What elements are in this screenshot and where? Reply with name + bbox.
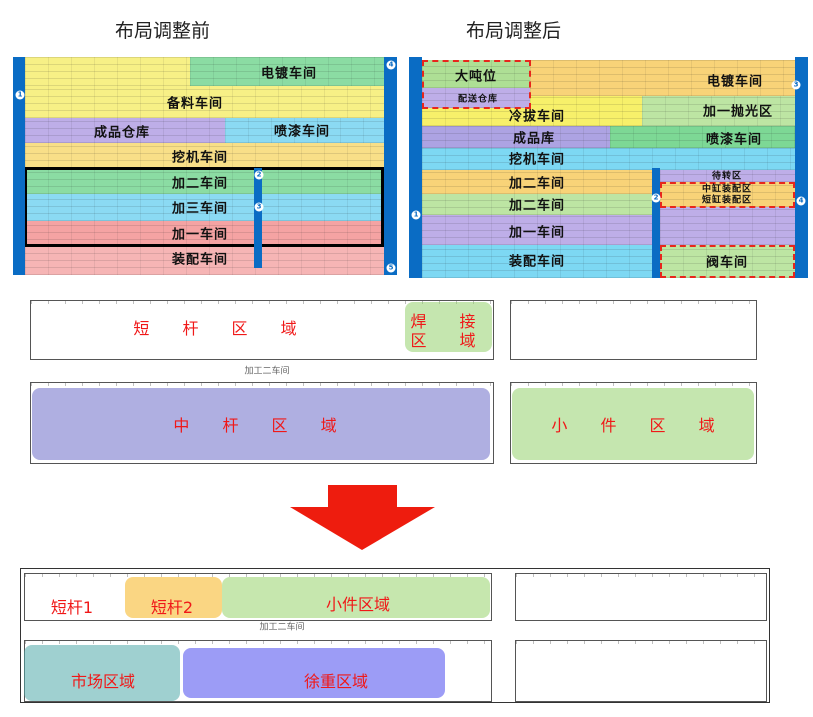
label: 电镀车间 bbox=[706, 74, 764, 90]
marker: 4 bbox=[796, 196, 806, 206]
zone-distribution-warehouse bbox=[422, 88, 530, 108]
hall-label: 加工二车间 bbox=[259, 622, 305, 633]
label: 备料车间 bbox=[166, 96, 224, 112]
area-label: 焊 接 bbox=[410, 312, 490, 331]
zone-electroplating bbox=[530, 60, 795, 96]
aisle-middle bbox=[254, 168, 262, 268]
area-label: 徐重区域 bbox=[303, 672, 369, 691]
area-label: 短 杆 区 域 bbox=[133, 319, 311, 338]
zone-assembly bbox=[25, 247, 384, 275]
zone-machining-2 bbox=[422, 170, 652, 194]
area-small-parts bbox=[222, 577, 490, 618]
zone-valve bbox=[660, 245, 795, 278]
bay-lower-right bbox=[515, 640, 767, 702]
zone-cold-drawing bbox=[530, 96, 642, 126]
area-medium-rod bbox=[32, 388, 490, 460]
down-arrow-icon bbox=[290, 485, 435, 550]
title-after: 布局调整后 bbox=[466, 20, 562, 42]
area-label: 中 杆 区 域 bbox=[173, 416, 351, 435]
area-label: 小件区域 bbox=[325, 595, 391, 614]
label: 成品仓库 bbox=[93, 125, 151, 141]
dashed-box bbox=[660, 182, 795, 208]
title-before: 布局调整前 bbox=[115, 20, 211, 42]
marker: 2 bbox=[651, 193, 661, 203]
marker: 3 bbox=[254, 202, 264, 212]
aisle-middle bbox=[652, 168, 660, 278]
area-market bbox=[24, 645, 180, 701]
area-short-rod-2 bbox=[125, 577, 222, 618]
zone-machining-1 bbox=[422, 215, 652, 245]
label: 装配车间 bbox=[171, 252, 229, 268]
zone-machining-2 bbox=[25, 168, 384, 194]
label: 喷漆车间 bbox=[273, 124, 331, 140]
zone-painting bbox=[225, 118, 384, 143]
label: 喷漆车间 bbox=[705, 132, 763, 148]
zone-top-left bbox=[25, 57, 190, 86]
marker: 3 bbox=[791, 80, 801, 90]
label: 挖机车间 bbox=[171, 150, 229, 166]
label: 加一车间 bbox=[508, 225, 566, 241]
aisle-left bbox=[13, 57, 25, 275]
label: 大吨位 bbox=[454, 69, 498, 85]
dashed-box bbox=[660, 245, 795, 278]
label: 配送仓库 bbox=[457, 94, 499, 105]
zone-machining-3 bbox=[422, 194, 652, 215]
zone-material-prep bbox=[25, 86, 384, 118]
label: 装配车间 bbox=[508, 254, 566, 270]
zone-transfer bbox=[660, 170, 795, 182]
bay-upper-right bbox=[515, 573, 767, 621]
marker: 5 bbox=[386, 263, 396, 273]
zone-machining-1-right bbox=[660, 207, 795, 245]
label: 加二车间 bbox=[508, 176, 566, 192]
aisle-right bbox=[384, 57, 397, 275]
area-small-parts bbox=[512, 388, 754, 460]
zone-finished-store bbox=[422, 126, 610, 148]
zone-excavator bbox=[25, 143, 384, 168]
aisle-left bbox=[409, 57, 422, 278]
marker: 4 bbox=[386, 60, 396, 70]
marker: 1 bbox=[411, 210, 421, 220]
zone-machining-1 bbox=[25, 221, 384, 247]
marker: 2 bbox=[254, 170, 264, 180]
label: 加二车间 bbox=[508, 198, 566, 214]
marker: 1 bbox=[15, 90, 25, 100]
frame bbox=[20, 568, 770, 703]
zone-cold-drawing-a bbox=[422, 108, 530, 126]
zone-machining-3 bbox=[25, 194, 384, 221]
zone-painting bbox=[610, 126, 795, 148]
label: 加三车间 bbox=[171, 201, 229, 217]
label: 阀车间 bbox=[705, 255, 749, 271]
zone-finished-warehouse bbox=[25, 118, 225, 143]
zone-electroplating bbox=[190, 57, 384, 86]
highlight-box bbox=[24, 167, 384, 247]
label: 成品库 bbox=[512, 131, 556, 147]
label: 加二车间 bbox=[171, 176, 229, 192]
label: 加一车间 bbox=[171, 227, 229, 243]
bay-upper-right bbox=[510, 300, 757, 360]
zone-heavy-tonnage bbox=[422, 60, 530, 88]
label: 短缸装配区 bbox=[701, 195, 753, 206]
area-label: 短杆2 bbox=[150, 598, 194, 617]
label: 挖机车间 bbox=[508, 152, 566, 168]
area-xugong bbox=[183, 648, 445, 698]
area-welding bbox=[405, 302, 492, 352]
zone-polishing bbox=[642, 96, 795, 126]
label: 冷拔车间 bbox=[508, 109, 566, 125]
area-label: 短杆1 bbox=[50, 598, 94, 617]
zone-excavator bbox=[422, 148, 795, 170]
zone-assembly bbox=[422, 245, 652, 278]
area-label: 小 件 区 域 bbox=[551, 416, 729, 435]
label: 待转区 bbox=[711, 171, 743, 182]
label: 中缸装配区 bbox=[701, 184, 753, 195]
label: 电镀车间 bbox=[260, 66, 318, 82]
zone-cylinder-assembly bbox=[660, 182, 795, 207]
dashed-box bbox=[422, 60, 531, 109]
area-label: 市场区域 bbox=[70, 672, 136, 691]
area-label: 区 域 bbox=[410, 331, 490, 350]
aisle-right bbox=[795, 57, 808, 278]
label: 加一抛光区 bbox=[702, 104, 774, 120]
hall-label: 加工二车间 bbox=[244, 366, 290, 377]
